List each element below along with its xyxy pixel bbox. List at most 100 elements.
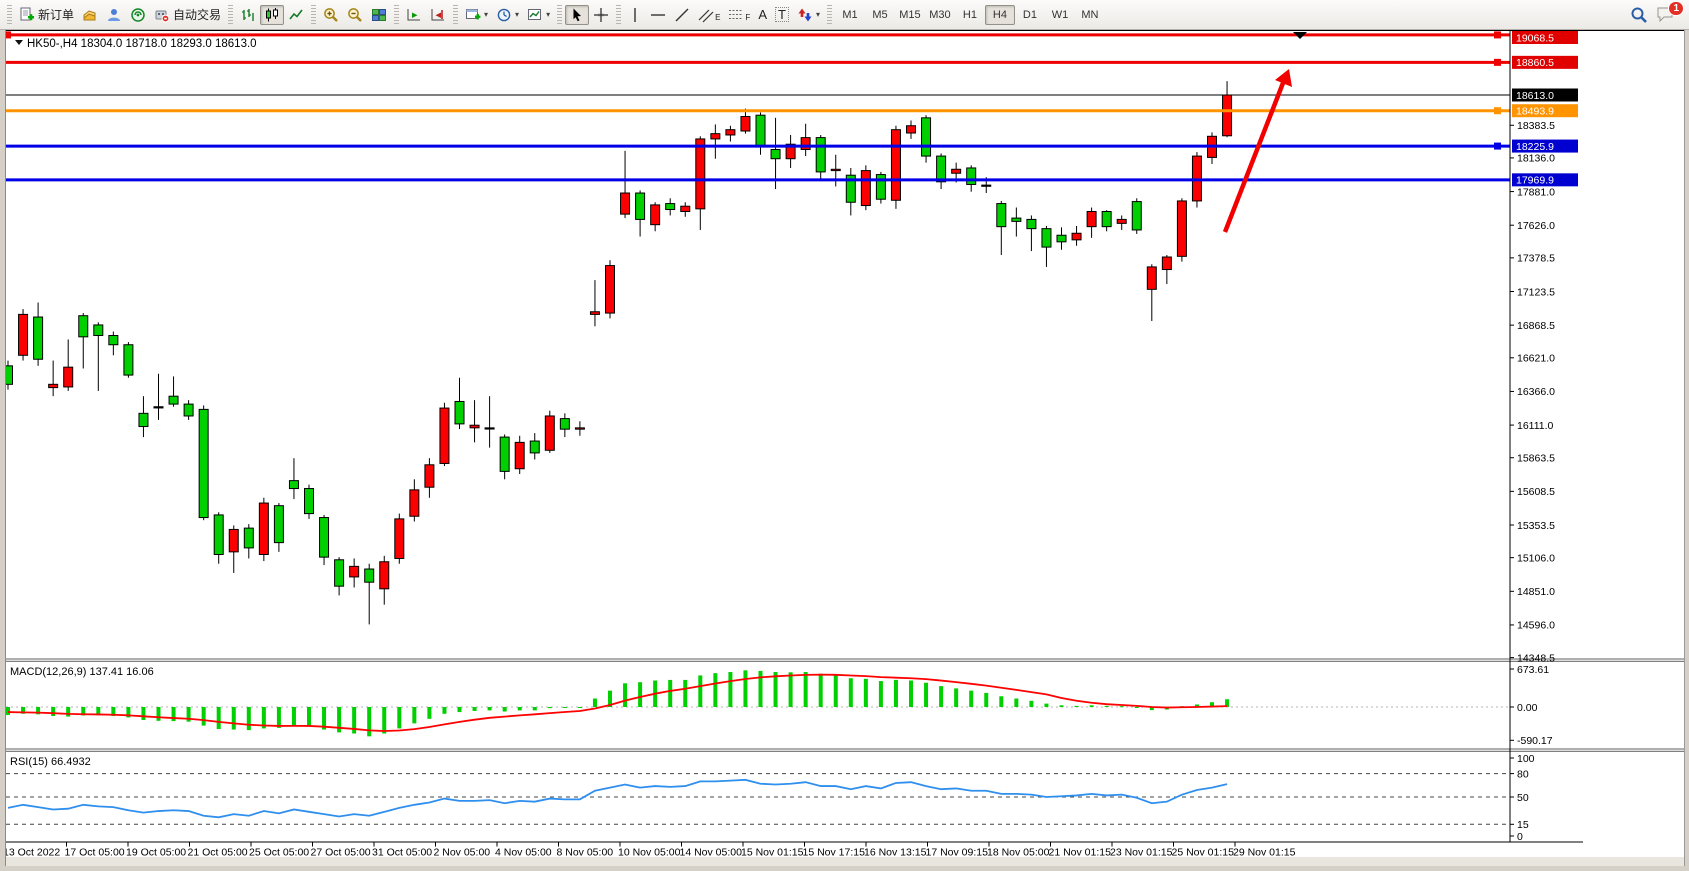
new-chart-button[interactable]: ▾ [461, 5, 492, 25]
toolbar-gripper[interactable] [557, 4, 563, 25]
svg-text:16868.5: 16868.5 [1517, 320, 1555, 332]
macd-signal-line [7, 673, 1228, 732]
svg-text:27 Oct 05:00: 27 Oct 05:00 [311, 847, 371, 859]
toolbar-gripper[interactable] [453, 4, 459, 25]
line-chart-button[interactable] [284, 5, 308, 25]
search-button[interactable] [1626, 5, 1652, 25]
chart-shift-icon [430, 7, 446, 23]
svg-text:19068.5: 19068.5 [1516, 32, 1554, 44]
rsi-label: RSI(15) 66.4932 [10, 756, 91, 768]
notifications-button[interactable]: 1 [1652, 0, 1684, 25]
timeframe-button-M5[interactable]: M5 [865, 5, 895, 25]
text-icon: A [758, 7, 767, 22]
bar-chart-button[interactable] [236, 5, 260, 25]
timeframe-button-M30[interactable]: M30 [925, 5, 955, 25]
window-right-frame [1685, 30, 1689, 866]
cursor-button[interactable] [565, 4, 590, 25]
text-label-button[interactable]: T [771, 5, 793, 25]
trendline-icon [674, 7, 690, 23]
svg-text:14851.0: 14851.0 [1517, 586, 1555, 598]
svg-text:16111.0: 16111.0 [1517, 420, 1554, 432]
svg-text:16366.0: 16366.0 [1517, 386, 1555, 398]
symbol-dropdown-icon[interactable] [15, 40, 23, 45]
macd-label: MACD(12,26,9) 137.41 16.06 [10, 666, 154, 678]
timeframe-button-M15[interactable]: M15 [895, 5, 925, 25]
chart-window[interactable]: 18383.5 18136.0 17881.0 17626.0 17378.5 17123… [0, 30, 1689, 866]
chevron-down-icon: ▾ [484, 9, 489, 19]
toolbar-gripper[interactable] [228, 4, 234, 25]
price-line-label [1512, 88, 1578, 102]
chevron-down-icon: ▾ [515, 9, 520, 19]
price-axis[interactable]: 18383.5 18136.0 17881.0 17626.0 17378.5 17123… [1509, 31, 1578, 843]
chart-canvas[interactable]: 18383.5 18136.0 17881.0 17626.0 17378.5 17123… [0, 30, 1689, 866]
svg-text:18383.5: 18383.5 [1517, 120, 1555, 132]
vertical-line-button[interactable] [624, 5, 646, 25]
svg-text:18613.0: 18613.0 [1516, 90, 1554, 102]
timeframe-label: H1 [962, 8, 977, 21]
fibonacci-icon [728, 7, 744, 23]
crosshair-button[interactable] [589, 5, 613, 25]
templates-icon [527, 7, 543, 23]
profile-button[interactable] [102, 5, 126, 25]
svg-text:21 Oct 05:00: 21 Oct 05:00 [188, 847, 248, 859]
timeframe-button-MN[interactable]: MN [1075, 5, 1105, 25]
svg-text:14348.5: 14348.5 [1517, 652, 1555, 664]
timeframe-button-D1[interactable]: D1 [1015, 5, 1045, 25]
templates-menu-button[interactable]: ▾ [523, 5, 554, 25]
periods-menu-button[interactable]: ▾ [492, 5, 523, 25]
svg-text:17123.5: 17123.5 [1517, 286, 1555, 298]
clock-icon [496, 7, 512, 23]
trendline-button[interactable] [670, 5, 694, 25]
tile-windows-button[interactable] [367, 5, 391, 25]
timeframe-button-H4[interactable]: H4 [984, 4, 1015, 25]
horizontal-line-button[interactable] [646, 5, 670, 25]
svg-text:17378.5: 17378.5 [1517, 253, 1555, 265]
line-drag-handle [1494, 31, 1501, 39]
svg-text:100: 100 [1517, 753, 1535, 765]
fibo-letter: F [745, 12, 751, 22]
new-order-button[interactable]: 新订单 [15, 5, 78, 25]
candlestick-chart-button[interactable] [260, 4, 285, 25]
timeframe-button-H1[interactable]: H1 [955, 5, 985, 25]
timeframe-button-W1[interactable]: W1 [1045, 5, 1075, 25]
fibonacci-button[interactable]: F [724, 5, 754, 25]
svg-text:4 Nov 05:00: 4 Nov 05:00 [495, 847, 552, 859]
svg-text:17626.0: 17626.0 [1517, 220, 1555, 232]
candlestick-chart-icon [264, 7, 280, 23]
chart-shift-button[interactable] [426, 5, 450, 25]
toolbar-gripper[interactable] [616, 4, 622, 25]
timeframe-label: M1 [842, 8, 858, 21]
tile-windows-icon [371, 7, 387, 23]
toolbar-gripper[interactable] [826, 4, 832, 25]
svg-text:29 Nov 01:15: 29 Nov 01:15 [1233, 847, 1296, 859]
time-axis[interactable]: 13 Oct 2022 17 Oct 05:00 19 Oct 05:00 21 Oc… [0, 841, 1583, 859]
community-button[interactable] [126, 5, 150, 25]
auto-trading-icon [154, 7, 170, 23]
timeframe-label: M15 [899, 8, 921, 21]
arrows-button[interactable]: ▾ [793, 5, 824, 25]
svg-text:15608.5: 15608.5 [1517, 486, 1555, 498]
line-chart-icon [288, 7, 304, 23]
profile-icon [106, 7, 122, 23]
timeframe-button-M1[interactable]: M1 [835, 5, 865, 25]
auto-scroll-button[interactable] [402, 5, 426, 25]
svg-text:18 Nov 05:00: 18 Nov 05:00 [987, 847, 1050, 859]
timeframe-label: M30 [929, 8, 951, 21]
zoom-out-button[interactable] [343, 5, 367, 25]
trend-arrow-annotation[interactable] [1222, 69, 1292, 233]
window-bottom-strip [0, 857, 1689, 866]
chart-title: HK50-,H4 18304.0 18718.0 18293.0 18613.0 [27, 38, 257, 50]
text-label-icon: T [774, 7, 789, 22]
text-button[interactable]: A [754, 5, 771, 25]
zoom-in-button[interactable] [319, 5, 343, 25]
equidistant-channel-button[interactable]: E [694, 5, 724, 25]
toolbar-gripper[interactable] [7, 4, 12, 25]
timeframe-label: M5 [872, 8, 888, 21]
channel-letter: E [715, 12, 721, 22]
toolbar-gripper[interactable] [311, 4, 317, 25]
charts-button[interactable] [78, 5, 102, 25]
svg-text:16 Nov 13:15: 16 Nov 13:15 [864, 847, 927, 859]
toolbar-gripper[interactable] [394, 4, 400, 25]
auto-trading-button[interactable]: 自动交易 [150, 5, 225, 25]
timeframe-label: MN [1081, 8, 1099, 21]
